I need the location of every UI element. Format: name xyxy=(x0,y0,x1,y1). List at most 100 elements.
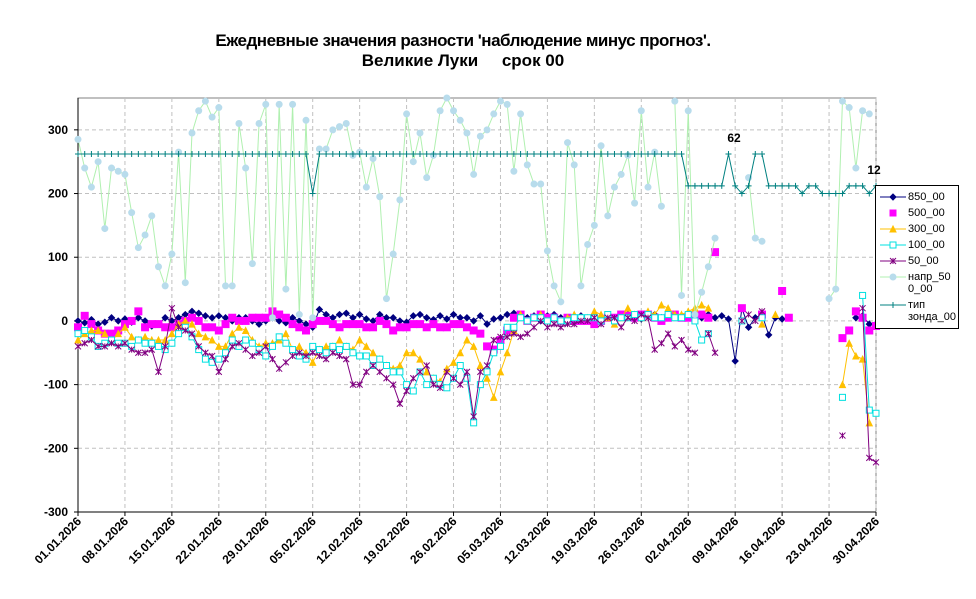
data-point xyxy=(262,151,269,158)
data-point xyxy=(577,317,585,325)
data-point xyxy=(88,151,95,158)
data-point xyxy=(348,320,357,329)
data-point xyxy=(678,151,685,158)
data-point xyxy=(664,330,672,338)
data-point xyxy=(711,234,719,242)
x-tick-label: 29.01.2026 xyxy=(220,514,273,567)
data-point xyxy=(517,110,525,118)
data-point xyxy=(416,320,424,329)
data-point xyxy=(658,151,665,158)
data-point xyxy=(550,282,558,290)
data-point xyxy=(121,339,129,347)
data-point xyxy=(704,263,712,271)
data-point xyxy=(865,406,873,414)
data-point xyxy=(665,151,672,158)
data-point xyxy=(389,381,397,388)
data-point xyxy=(450,107,458,115)
data-point xyxy=(362,315,371,323)
x-tick-label: 15.01.2026 xyxy=(126,514,179,567)
data-point xyxy=(442,323,451,332)
data-point xyxy=(409,320,418,329)
data-point xyxy=(590,221,598,229)
data-point xyxy=(658,339,665,347)
data-point xyxy=(456,348,465,357)
data-point xyxy=(403,151,410,158)
data-point xyxy=(651,314,659,322)
data-point xyxy=(645,151,651,158)
data-point xyxy=(610,183,618,191)
data-point xyxy=(637,311,645,318)
data-point xyxy=(531,151,537,158)
data-point xyxy=(416,355,424,363)
legend-marker xyxy=(889,209,897,217)
data-point xyxy=(631,311,639,319)
data-point xyxy=(738,190,745,197)
data-point xyxy=(162,151,169,158)
data-point xyxy=(852,351,860,360)
data-point xyxy=(470,151,477,158)
data-point xyxy=(631,317,638,325)
data-point xyxy=(262,352,270,360)
y-tick-label: 300 xyxy=(48,123,68,137)
data-point xyxy=(469,342,478,350)
data-point xyxy=(839,190,846,197)
data-point xyxy=(302,352,310,360)
data-point xyxy=(570,161,578,169)
data-point xyxy=(778,286,787,295)
legend-item: 500_00 xyxy=(876,205,958,221)
data-point xyxy=(530,323,538,331)
legend-marker xyxy=(880,224,906,233)
data-point xyxy=(141,231,149,239)
data-point xyxy=(141,339,149,347)
data-point xyxy=(812,182,819,189)
legend-marker xyxy=(880,302,906,308)
data-point xyxy=(121,151,128,158)
data-point xyxy=(309,190,316,197)
data-point xyxy=(342,309,350,317)
data-point xyxy=(108,339,115,347)
data-point xyxy=(698,288,706,296)
data-point xyxy=(604,151,611,158)
data-point xyxy=(483,362,491,369)
data-point xyxy=(443,384,451,392)
data-point xyxy=(437,151,444,158)
data-point xyxy=(382,362,390,370)
data-point xyxy=(604,314,612,322)
y-tick-label: 200 xyxy=(48,187,68,201)
data-point xyxy=(832,190,839,197)
data-point xyxy=(161,343,169,350)
legend-symbol xyxy=(889,224,897,233)
data-point xyxy=(215,342,223,350)
data-point xyxy=(74,323,82,332)
x-tick-label: 05.03.2026 xyxy=(454,514,507,567)
data-point xyxy=(443,315,451,323)
data-point xyxy=(209,151,216,158)
data-point xyxy=(758,237,766,245)
legend-symbol xyxy=(889,273,897,281)
data-point xyxy=(409,374,417,382)
data-point xyxy=(409,387,417,395)
data-point xyxy=(423,381,431,389)
x-tick-label: 19.03.2026 xyxy=(548,514,601,567)
data-point xyxy=(496,97,504,105)
data-point xyxy=(242,336,250,344)
data-point xyxy=(463,151,470,158)
data-point xyxy=(342,342,350,350)
data-point xyxy=(181,279,189,287)
legend-item: 50_00 xyxy=(876,253,958,269)
data-point xyxy=(443,151,450,158)
data-point xyxy=(369,348,377,357)
data-point xyxy=(410,151,417,158)
data-point xyxy=(564,320,571,328)
legend-marker xyxy=(880,257,906,265)
data-point xyxy=(329,126,337,134)
data-point xyxy=(496,342,504,350)
data-point xyxy=(101,151,108,158)
data-point xyxy=(671,314,679,322)
data-point xyxy=(436,323,445,332)
data-point xyxy=(402,323,411,332)
data-point xyxy=(155,368,162,376)
x-tick-label: 01.01.2026 xyxy=(32,514,85,567)
data-point xyxy=(81,339,89,347)
